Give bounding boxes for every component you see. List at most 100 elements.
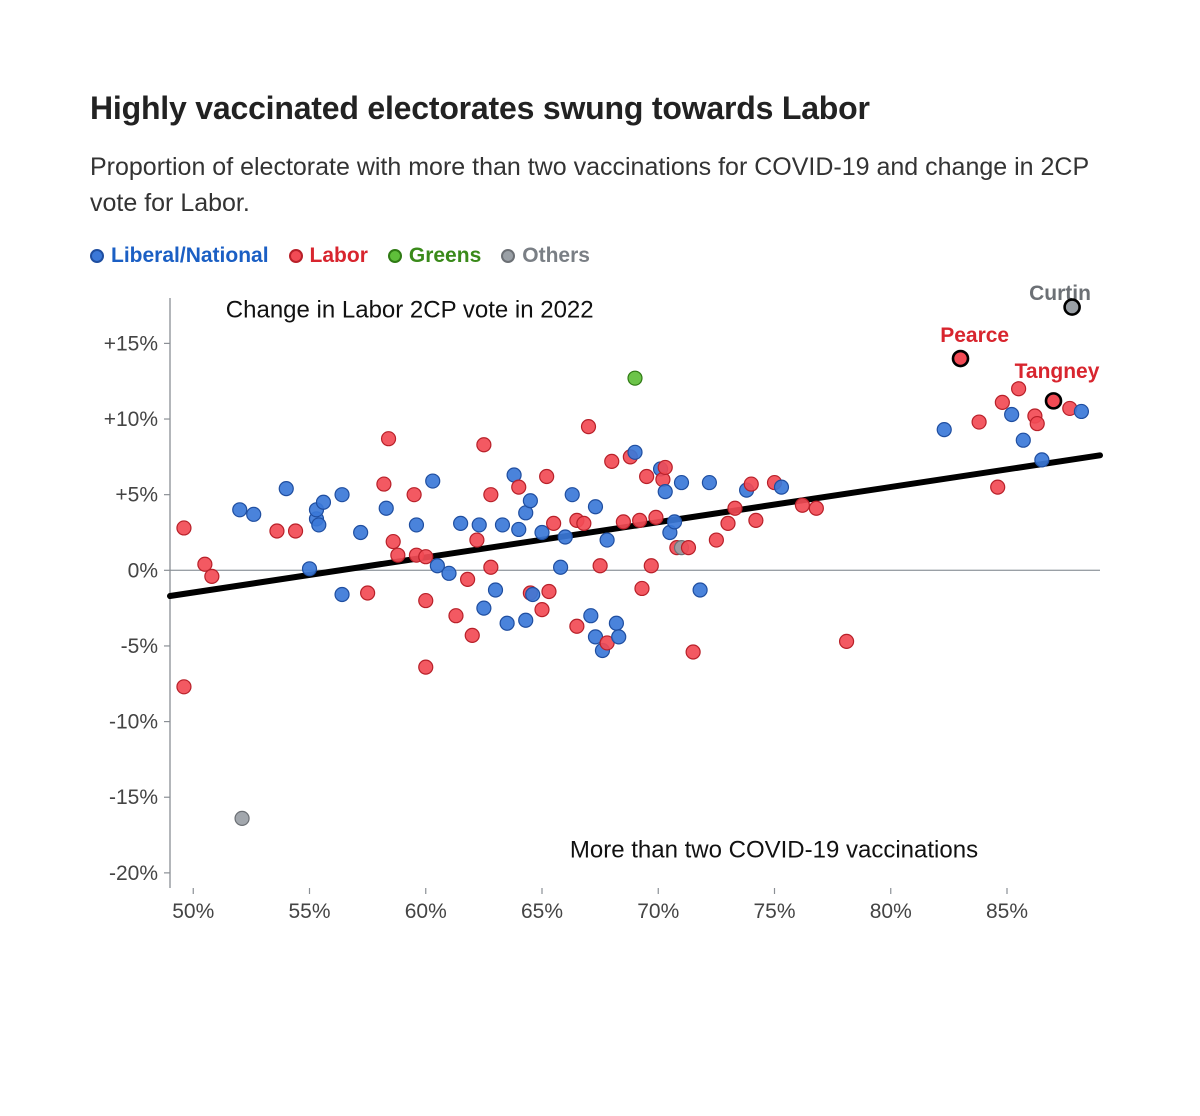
data-point xyxy=(633,513,647,527)
y-tick-label: 0% xyxy=(128,559,158,582)
data-point xyxy=(588,499,602,513)
x-tick-label: 70% xyxy=(637,900,679,923)
y-tick-label: +5% xyxy=(115,483,158,506)
y-tick-label: -5% xyxy=(121,634,158,657)
data-point xyxy=(972,415,986,429)
data-point xyxy=(484,560,498,574)
liberal-swatch-icon xyxy=(90,249,104,263)
data-point xyxy=(312,517,326,531)
data-point xyxy=(721,516,735,530)
chart-container: Highly vaccinated electorates swung towa… xyxy=(0,0,1200,1116)
data-point xyxy=(449,608,463,622)
data-point xyxy=(937,422,951,436)
data-point xyxy=(658,460,672,474)
data-point xyxy=(635,581,649,595)
data-point xyxy=(335,487,349,501)
legend-label-greens: Greens xyxy=(409,244,481,268)
data-point xyxy=(728,501,742,515)
data-point xyxy=(470,533,484,547)
data-point xyxy=(535,602,549,616)
data-point xyxy=(675,475,689,489)
data-point xyxy=(609,616,623,630)
data-point xyxy=(1005,407,1019,421)
data-point xyxy=(1074,404,1088,418)
data-point xyxy=(289,523,303,537)
data-point xyxy=(535,525,549,539)
data-point xyxy=(540,469,554,483)
data-point xyxy=(702,475,716,489)
data-point xyxy=(600,533,614,547)
x-tick-label: 80% xyxy=(870,900,912,923)
y-axis-label: Change in Labor 2CP vote in 2022 xyxy=(226,296,594,323)
x-tick-label: 65% xyxy=(521,900,563,923)
data-point xyxy=(774,480,788,494)
data-point xyxy=(795,498,809,512)
data-point xyxy=(658,484,672,498)
data-point xyxy=(419,660,433,674)
data-point xyxy=(547,516,561,530)
data-point xyxy=(1012,381,1026,395)
data-point xyxy=(177,520,191,534)
data-point xyxy=(303,561,317,575)
data-point xyxy=(465,628,479,642)
x-tick-label: 50% xyxy=(172,900,214,923)
data-point xyxy=(605,454,619,468)
data-point xyxy=(640,469,654,483)
data-point xyxy=(840,634,854,648)
data-point xyxy=(749,513,763,527)
legend-label-labor: Labor xyxy=(310,244,368,268)
y-tick-label: +10% xyxy=(104,408,158,431)
data-point xyxy=(316,495,330,509)
data-point xyxy=(270,523,284,537)
x-tick-label: 55% xyxy=(288,900,330,923)
legend-item-others: Others xyxy=(501,244,590,268)
data-point xyxy=(554,560,568,574)
x-tick-label: 85% xyxy=(986,900,1028,923)
data-point xyxy=(582,419,596,433)
data-point xyxy=(570,619,584,633)
legend-item-liberal: Liberal/National xyxy=(90,244,269,268)
data-point xyxy=(495,517,509,531)
data-point xyxy=(644,558,658,572)
scatter-svg: -20%-15%-10%-5%0%+5%+10%+15%50%55%60%65%… xyxy=(90,278,1110,938)
data-point xyxy=(247,507,261,521)
x-axis-label: More than two COVID-19 vaccinations xyxy=(570,836,978,863)
data-point xyxy=(335,587,349,601)
data-point xyxy=(489,582,503,596)
chart-title: Highly vaccinated electorates swung towa… xyxy=(90,90,1110,127)
data-point xyxy=(279,481,293,495)
data-point xyxy=(709,533,723,547)
data-point xyxy=(177,679,191,693)
annotation-label-tangney: Tangney xyxy=(1015,360,1100,383)
data-point-highlight xyxy=(953,351,968,366)
data-point xyxy=(382,431,396,445)
legend-label-others: Others xyxy=(522,244,590,268)
data-point xyxy=(477,601,491,615)
data-point xyxy=(628,445,642,459)
data-point xyxy=(391,548,405,562)
data-point xyxy=(235,811,249,825)
data-point xyxy=(542,584,556,598)
data-point xyxy=(1016,433,1030,447)
data-point xyxy=(1035,452,1049,466)
data-point xyxy=(809,501,823,515)
data-point xyxy=(995,395,1009,409)
legend-label-liberal: Liberal/National xyxy=(111,244,269,268)
data-point xyxy=(377,477,391,491)
data-point xyxy=(616,514,630,528)
y-tick-label: -10% xyxy=(109,710,158,733)
data-point xyxy=(426,474,440,488)
data-point xyxy=(744,477,758,491)
legend-item-labor: Labor xyxy=(289,244,368,268)
data-point xyxy=(668,514,682,528)
data-point xyxy=(354,525,368,539)
x-tick-label: 75% xyxy=(753,900,795,923)
data-point xyxy=(472,517,486,531)
legend-item-greens: Greens xyxy=(388,244,481,268)
labor-swatch-icon xyxy=(289,249,303,263)
y-tick-label: -20% xyxy=(109,861,158,884)
data-point xyxy=(628,371,642,385)
chart-subtitle: Proportion of electorate with more than … xyxy=(90,149,1110,222)
data-point xyxy=(523,493,537,507)
data-point xyxy=(649,510,663,524)
